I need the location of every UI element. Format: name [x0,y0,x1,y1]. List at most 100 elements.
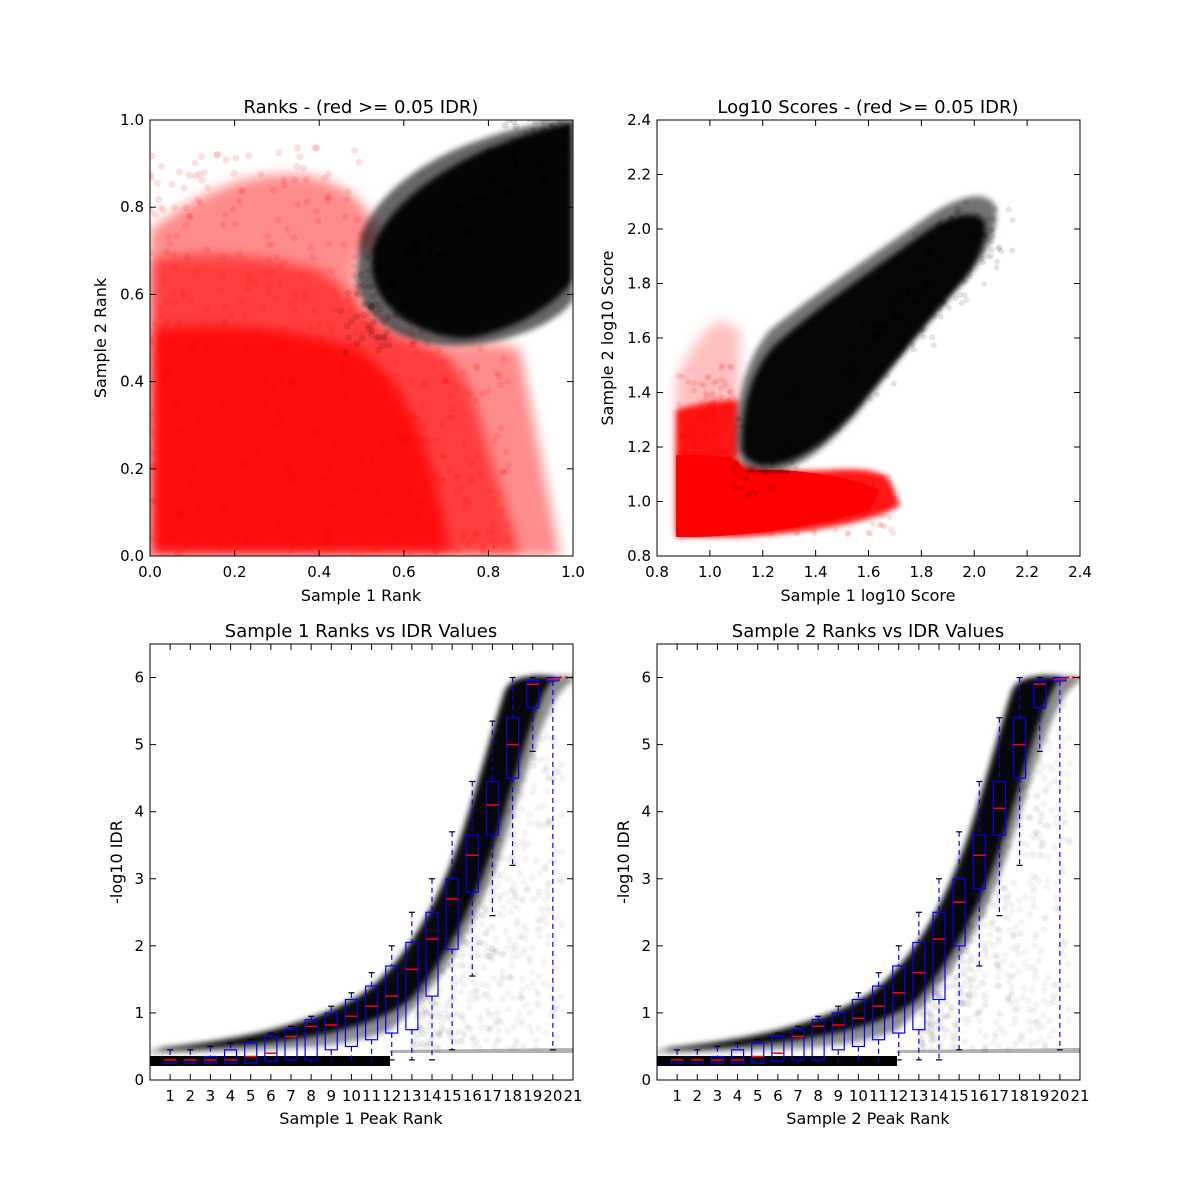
scatter-point-red [713,530,720,537]
scatter-point-grey [1038,841,1046,849]
x-tick-label: 5 [246,1087,256,1105]
scatter-point-red [771,475,778,482]
scatter-point-grey [452,1030,460,1038]
scatter-point-red [723,474,730,481]
scatter-point-grey [474,993,482,1001]
scatter-point-red [174,548,182,556]
scatter-point-red [150,249,154,257]
scatter-point-black [856,400,863,407]
scatter-point-grey [471,987,479,995]
scatter-point-grey [471,933,479,941]
scatter-point-red [490,437,498,445]
scatter-point-red [754,527,761,534]
scatter-point-red [245,277,253,285]
scatter-point-red [237,187,245,195]
x-tick-label: 3 [206,1087,216,1105]
scatter-point-grey [530,754,538,762]
scatter-point-grey [557,993,565,1001]
scatter-point-red [332,393,340,401]
scatter-point-black [406,317,414,325]
x-tick-label: 4 [226,1087,236,1105]
scatter-point-black [778,451,785,458]
scatter-point-grey [981,1046,989,1054]
scatter-point-grey [481,904,489,912]
scatter-point-red [877,474,884,481]
scatter-point-black [799,372,806,379]
scatter-point-grey [1057,937,1065,945]
x-tick-label: 2.2 [1015,563,1039,581]
scatter-point-red [359,330,367,338]
scatter-point-grey [995,934,1003,942]
scatter-point-grey [1045,745,1053,753]
scatter-point-black [897,315,904,322]
sample2-axes-frame [656,643,1081,1081]
scatter-point-black [871,334,878,341]
scatter-point-grey [512,946,520,954]
scatter-point-black [769,458,776,465]
scatter-point-black [795,408,802,415]
scatter-point-black [938,255,945,262]
scatter-point-black [354,290,362,298]
scatter-point-red [311,428,319,436]
scatter-point-black [407,237,415,245]
scatter-point-grey [1037,1035,1045,1043]
scatter-point-grey [456,918,464,926]
scatter-point-black [529,192,537,200]
scatter-point-black [764,441,771,448]
scatter-point-red [284,464,292,472]
scatter-point-black [925,247,932,254]
scatter-point-red [729,393,736,400]
scatter-point-grey [959,1015,967,1023]
sample2-idr-scatter [915,703,1074,1054]
scatter-point-grey [508,793,516,801]
scatter-point-red [730,492,737,499]
scatter-point-red [187,344,195,352]
scatter-point-grey [1001,906,1009,914]
scatter-point-red [182,542,190,550]
scatter-point-grey [467,951,475,959]
sample1-idr-xlabel: Sample 1 Peak Rank [279,1109,443,1128]
scatter-point-black [739,484,746,491]
scatter-point-black [374,346,382,354]
scatter-point-red [751,509,758,516]
scatter-point-grey [430,958,438,966]
scatter-point-red [218,287,226,295]
scatter-point-grey [948,1003,956,1011]
scatter-point-black [519,157,527,165]
scatter-point-black [386,280,394,288]
scatter-point-grey [470,1041,478,1049]
scatter-point-grey [924,1008,932,1016]
scatter-point-black [549,162,557,170]
scatter-point-grey [928,999,936,1007]
scatter-point-black [820,436,827,443]
scatter-point-red [175,318,183,326]
scatter-point-black [911,346,918,353]
scatter-point-red [249,384,257,392]
scatter-point-black [434,238,442,246]
scatter-point-grey [525,958,533,966]
scores-red-speckle [675,362,897,538]
scatter-point-red [768,494,775,501]
scatter-point-grey [936,1018,944,1026]
scatter-point-black [890,314,897,321]
scatter-point-black [575,110,582,117]
scatter-point-red [395,434,403,442]
scatter-point-red [329,501,337,509]
scatter-point-grey [1042,736,1050,744]
scatter-point-grey [502,927,510,935]
x-tick-label: 13 [909,1087,928,1105]
scatter-point-red [325,464,333,472]
scatter-point-red [797,524,804,531]
scatter-point-red [182,221,190,229]
scatter-point-grey [471,871,479,879]
scatter-point-red [180,291,188,299]
scatter-point-grey [1015,815,1023,823]
scatter-point-red [712,431,719,438]
x-tick-label: 1 [672,1087,682,1105]
scatter-point-grey [1015,822,1023,830]
scatter-point-red [401,437,409,445]
scatter-point-red [150,449,158,457]
scatter-point-red [294,200,302,208]
scatter-point-black [941,298,948,305]
scatter-point-black [516,169,524,177]
